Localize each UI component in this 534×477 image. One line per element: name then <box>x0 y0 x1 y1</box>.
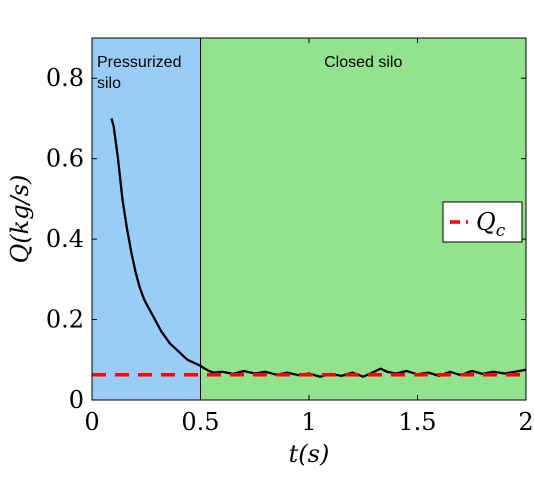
y-tick-label: 0.6 <box>46 145 84 173</box>
region-label: Closed silo <box>324 54 402 71</box>
x-tick-label: 1.5 <box>398 408 436 436</box>
ticks-layer: 0 0.5 1 1.5 2 0 0.2 0.4 0.6 0.8 <box>46 38 534 436</box>
series-layer <box>92 118 527 378</box>
x-tick-label: 0 <box>84 408 99 436</box>
x-tick-label: 2 <box>518 408 533 436</box>
region-0 <box>92 38 201 400</box>
y-axis-label: Q(kg/s) <box>6 175 34 264</box>
x-tick-label: 0.5 <box>181 408 219 436</box>
y-tick-label: 0 <box>69 386 84 414</box>
flow-rate-line <box>110 118 527 378</box>
y-tick-label: 0.2 <box>46 306 84 334</box>
legend: Qc <box>442 201 523 243</box>
x-axis-label: t(s) <box>289 440 330 468</box>
y-tick-label: 0.8 <box>46 64 84 92</box>
region-label: silo <box>97 75 121 92</box>
region-labels: Pressurized silo Closed silo <box>97 54 402 92</box>
region-label: Pressurized <box>97 54 181 71</box>
legend-label: Qc <box>476 208 506 241</box>
y-tick-label: 0.4 <box>46 225 84 253</box>
x-tick-label: 1 <box>301 408 316 436</box>
